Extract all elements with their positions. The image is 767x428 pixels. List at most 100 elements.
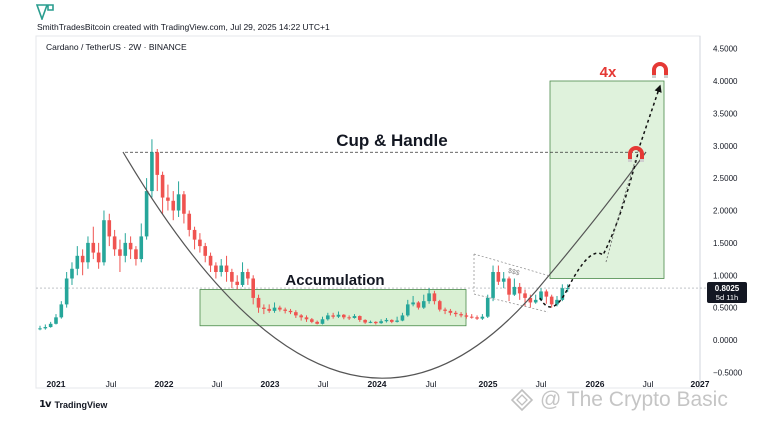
candle-body [517,286,522,294]
y-tick-label: 4.5000 [713,45,738,54]
candle-body [75,255,80,269]
candle-body [437,301,442,310]
candle-body [43,327,48,329]
candle-body [70,268,74,279]
candle-body [443,309,447,311]
candle-body [219,265,224,273]
candle-body [166,197,170,201]
candle-body [283,309,287,311]
header-credit: SmithTradesBitcoin created with TradingV… [37,22,330,32]
candle-body [208,255,213,266]
candle-body [118,249,122,256]
candle-body [475,317,479,319]
candle-body [347,317,351,319]
x-tick-label: Jul [536,379,547,389]
candle-body [416,302,421,308]
candle-body [373,321,378,324]
candle-body [342,314,346,318]
footer-brand-label: TradingView [54,399,108,410]
candle-body [288,310,293,313]
candle-body [358,316,362,320]
handle-channel-top [473,253,551,277]
tradingview-footer-icon: 𝟭𝘃 [39,399,52,410]
candle-body [176,194,181,211]
candle-body [102,220,106,263]
countdown-value: 5d 11h [716,293,738,302]
candle-body [411,302,415,305]
candle-body [459,314,463,316]
candle-body [80,255,85,263]
candle-body [107,220,112,237]
candle-body [331,315,335,317]
watermark-text: @ The Crypto Basic [540,388,728,411]
candle-body [326,315,330,320]
accumulation-label: Accumulation [285,272,384,289]
candle-body [134,249,138,260]
accumulation-zone [199,289,467,327]
candle-body [405,304,410,316]
candle-body [539,291,543,300]
candle-body [310,319,314,322]
watermark: @ The Crypto Basic [510,388,728,412]
x-tick-label: 2023 [261,379,280,389]
candle-body [112,236,117,250]
x-tick-label: Jul [426,379,437,389]
x-tick-label: 2025 [479,379,498,389]
y-tick-label: 2.0000 [713,207,738,216]
y-tick-label: 2.5000 [713,174,738,183]
last-price-badge-bg [707,282,747,303]
candle-body [128,242,133,250]
candle-body [251,278,255,298]
candle-body [198,239,202,247]
x-tick-label: 2027 [691,379,710,389]
candle-body [469,316,474,318]
y-tick-label: 0.0000 [713,336,738,345]
x-tick-label: Jul [212,379,223,389]
x-tick-label: Jul [318,379,329,389]
candle-body [336,314,341,317]
x-tick-label: Jul [106,379,117,389]
candle-body [480,316,485,319]
candle-body [203,246,208,256]
candle-body [155,152,160,175]
candle-body [123,242,128,256]
y-tick-label: 3.0000 [713,142,738,151]
candle-body [192,229,197,240]
x-tick-label: 2024 [368,379,387,389]
footer-brand: 𝟭𝘃 TradingView [39,399,107,410]
candle-body [485,297,490,317]
watermark-diamond-icon [510,388,534,412]
tradingview-logo-icon [36,4,54,20]
magnet-body [652,62,668,76]
candle-body [144,191,149,237]
candle-body [400,315,405,321]
candle-body [240,272,245,285]
candle-body [171,200,176,211]
x-tick-label: 2022 [155,379,174,389]
candle-body [448,310,453,313]
magnet-tip-left [628,159,632,162]
y-tick-label: 0.5000 [713,304,738,313]
candle-body [246,272,250,279]
candle-body [150,152,154,192]
candle-body [262,307,266,309]
candle-body [368,321,373,323]
candle-body [182,194,186,214]
projection-arrow [539,84,662,308]
candle-body [565,288,570,290]
candle-body [555,299,559,305]
candle-body [267,308,271,311]
candle-body [512,286,517,295]
candle-body [96,252,101,263]
candle-body [501,278,506,282]
candle-body [432,293,437,302]
last-price-value: 0.8025 [715,284,740,293]
candle-body [187,213,192,230]
y-tick-label: −0.5000 [713,368,743,377]
handle-label: $$$ [507,268,520,278]
magnet-tip-right [640,159,644,162]
multiplier-label: 4x [600,64,617,81]
candle-body [214,265,218,273]
